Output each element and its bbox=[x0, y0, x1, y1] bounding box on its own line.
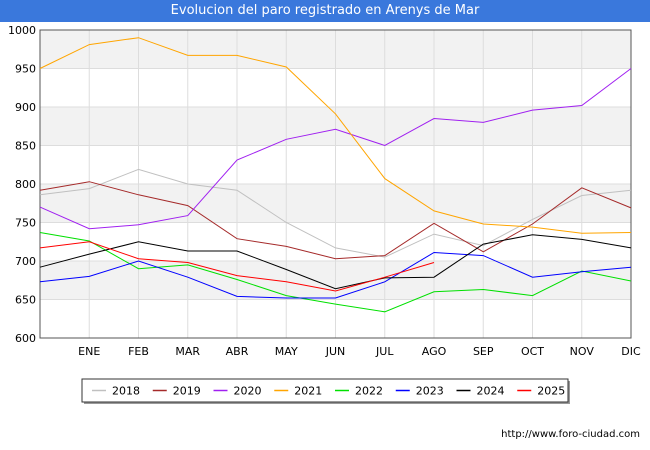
y-tick-label: 650 bbox=[15, 294, 36, 307]
y-tick-label: 750 bbox=[15, 217, 36, 230]
y-tick-label: 900 bbox=[15, 101, 36, 114]
series-line-2020 bbox=[39, 68, 632, 230]
x-tick-label: DIC bbox=[621, 345, 641, 358]
legend-label-2022: 2022 bbox=[355, 385, 383, 398]
plot-frame bbox=[39, 29, 632, 339]
series-line-2019 bbox=[39, 181, 632, 260]
source-url[interactable]: http://www.foro-ciudad.com bbox=[501, 429, 640, 440]
x-tick-label: JUN bbox=[325, 345, 346, 358]
x-tick-label: SEP bbox=[473, 345, 494, 358]
legend-label-2018: 2018 bbox=[112, 385, 140, 398]
y-tick-label: 700 bbox=[15, 255, 36, 268]
legend-label-2025: 2025 bbox=[537, 385, 565, 398]
x-tick-label: NOV bbox=[570, 345, 595, 358]
legend-label-2023: 2023 bbox=[416, 385, 444, 398]
series-line-2021 bbox=[39, 37, 632, 234]
legend-label-2021: 2021 bbox=[294, 385, 322, 398]
x-tick-label: AGO bbox=[422, 345, 447, 358]
x-tick-label: OCT bbox=[521, 345, 544, 358]
legend-label-2020: 2020 bbox=[234, 385, 262, 398]
series-line-2022 bbox=[39, 232, 632, 313]
y-tick-label: 1000 bbox=[8, 24, 36, 37]
y-tick-label: 600 bbox=[15, 332, 36, 345]
series-line-2023 bbox=[39, 251, 632, 299]
legend-box bbox=[81, 378, 569, 403]
x-tick-label: MAR bbox=[175, 345, 200, 358]
legend-label-2024: 2024 bbox=[477, 385, 505, 398]
x-tick-label: FEB bbox=[128, 345, 149, 358]
x-tick-label: JUL bbox=[375, 345, 394, 358]
y-tick-label: 800 bbox=[15, 178, 36, 191]
chart-title: Evolucion del paro registrado en Arenys … bbox=[0, 0, 650, 22]
x-tick-label: MAY bbox=[275, 345, 298, 358]
series-line-2018 bbox=[39, 168, 632, 258]
x-tick-label: ABR bbox=[226, 345, 249, 358]
legend-label-2019: 2019 bbox=[173, 385, 201, 398]
x-tick-label: ENE bbox=[78, 345, 100, 358]
y-tick-label: 950 bbox=[15, 63, 36, 76]
series-line-2024 bbox=[39, 234, 632, 290]
y-tick-label: 850 bbox=[15, 140, 36, 153]
series-line-2025 bbox=[39, 241, 435, 292]
